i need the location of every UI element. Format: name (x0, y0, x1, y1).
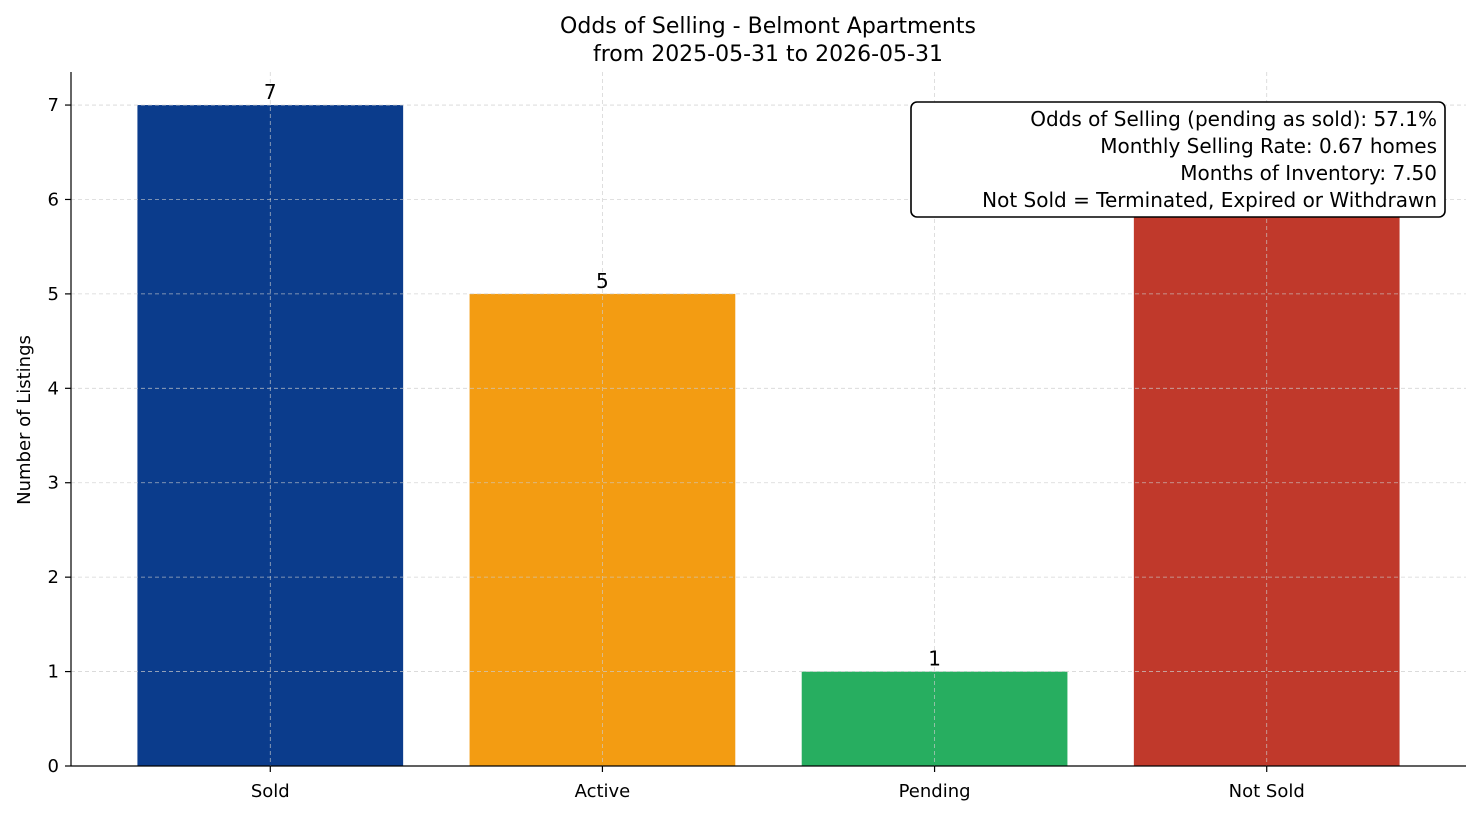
y-tick-label: 2 (48, 567, 59, 588)
bar-value-label: 5 (596, 269, 609, 293)
y-tick-label: 7 (48, 95, 59, 116)
data-labels: 7 5 1 (264, 80, 941, 671)
y-tick-label: 1 (48, 662, 59, 683)
bar-value-label: 7 (264, 80, 277, 104)
y-tick-label: 5 (48, 284, 59, 305)
bar-value-label: 1 (928, 647, 941, 671)
x-tick-label: Sold (251, 781, 290, 802)
annotation-line-rate: Monthly Selling Rate: 0.67 homes (1100, 134, 1437, 158)
annotation-line-legend: Not Sold = Terminated, Expired or Withdr… (982, 188, 1437, 212)
axes (70, 72, 1466, 767)
y-axis-label: Number of Listings (14, 335, 35, 505)
annotation-line-odds: Odds of Selling (pending as sold): 57.1% (1030, 107, 1437, 131)
x-tick-label: Active (575, 781, 631, 802)
bar-sold (137, 105, 404, 767)
annotation-line-inventory: Months of Inventory: 7.50 (1180, 161, 1437, 185)
annotation-box: Odds of Selling (pending as sold): 57.1%… (910, 101, 1446, 218)
chart-subtitle: from 2025-05-31 to 2026-05-31 (593, 42, 943, 67)
x-tick-label: Pending (899, 781, 971, 802)
y-tick-label: 6 (48, 189, 59, 210)
y-tick-label: 0 (48, 756, 59, 777)
y-tick-label: 3 (48, 473, 59, 494)
ticks: 0 1 2 3 4 5 6 7 Sold Active Pending Not Sold (48, 95, 1305, 802)
chart-title: Odds of Selling - Belmont Apartments (560, 14, 976, 39)
x-tick-label: Not Sold (1229, 781, 1305, 802)
annotation-frame (910, 101, 1446, 218)
y-tick-label: 4 (48, 378, 59, 399)
